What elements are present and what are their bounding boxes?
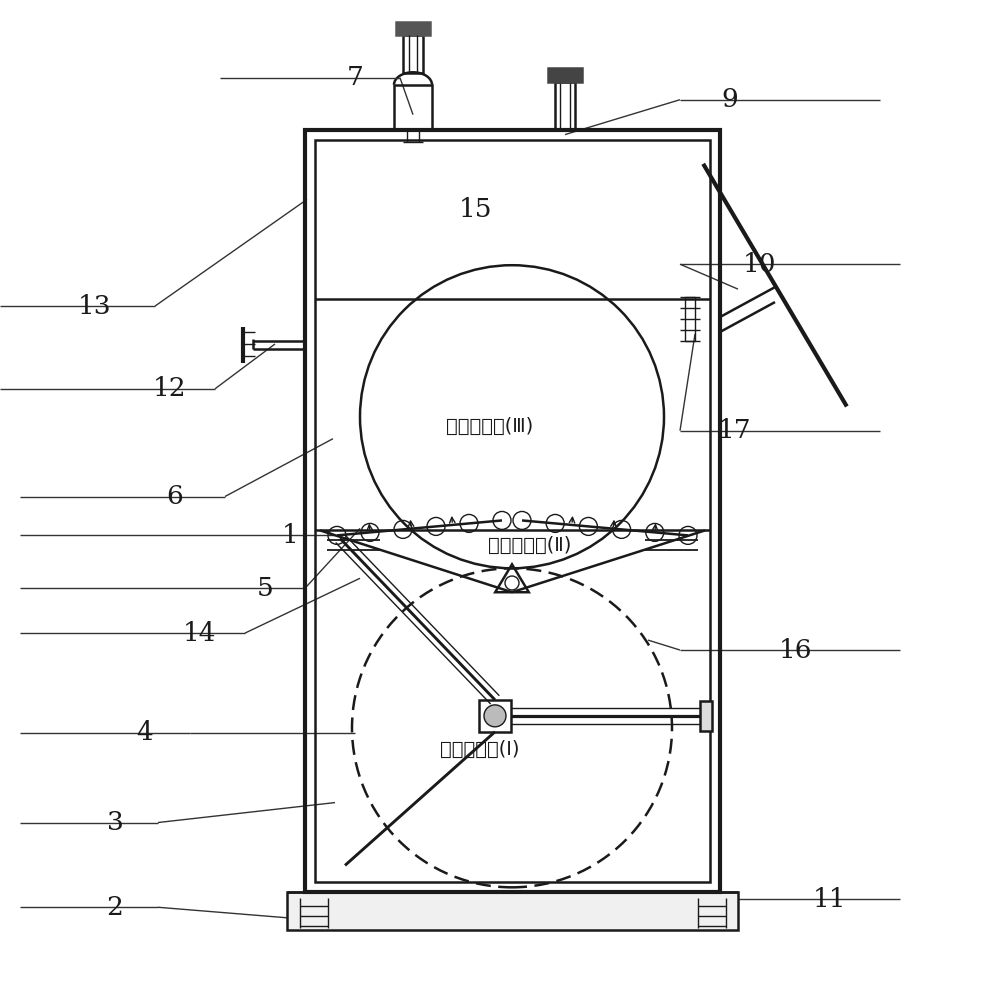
Bar (403, 35, 423, 73)
Bar (548, 68, 582, 82)
Bar (396, 22, 430, 35)
Text: 15: 15 (458, 196, 492, 222)
Text: 6: 6 (167, 484, 183, 509)
Text: 4: 4 (137, 720, 153, 746)
Bar (305, 130, 720, 892)
Text: 10: 10 (743, 251, 777, 277)
Bar (479, 700, 511, 732)
Text: 干式厌氧区(Ⅰ): 干式厌氧区(Ⅰ) (440, 740, 520, 760)
Bar (700, 701, 712, 731)
Text: 1: 1 (282, 522, 298, 548)
Text: 13: 13 (78, 293, 112, 319)
Text: 2: 2 (107, 894, 123, 920)
Bar (394, 85, 432, 130)
Text: 14: 14 (183, 620, 217, 646)
Text: 5: 5 (257, 575, 273, 601)
Text: 3: 3 (107, 810, 123, 835)
Text: 11: 11 (813, 886, 847, 912)
Text: 17: 17 (718, 418, 752, 444)
Bar (685, 297, 695, 341)
Bar (287, 892, 738, 930)
Text: 7: 7 (347, 65, 363, 91)
Text: 湿式厌氧区(Ⅲ): 湿式厌氧区(Ⅲ) (446, 417, 534, 437)
Text: 三相分离区(Ⅱ): 三相分离区(Ⅱ) (488, 535, 572, 555)
Text: 9: 9 (722, 87, 738, 113)
Text: 16: 16 (778, 637, 812, 663)
Bar (315, 140, 710, 882)
Bar (555, 82, 575, 130)
Circle shape (484, 705, 506, 727)
Text: 12: 12 (153, 376, 187, 402)
